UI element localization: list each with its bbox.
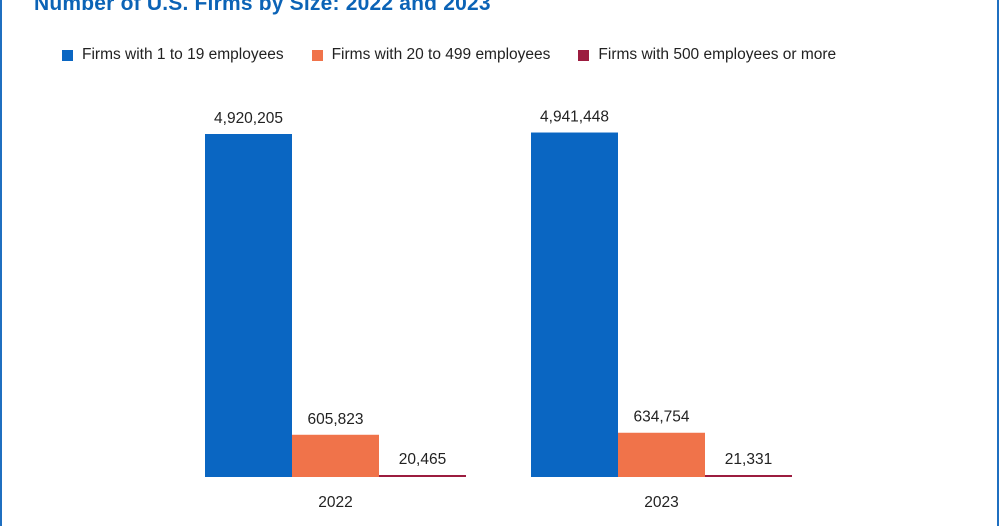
- legend-swatch-small-firms: [62, 49, 73, 61]
- legend-item-medium-firms: Firms with 20 to 499 employees: [311, 46, 551, 64]
- chart-title: Number of U.S. Firms by Size: 2022 and 2…: [34, 0, 491, 15]
- legend-label-small-firms: Firms with 1 to 19 employees: [82, 46, 284, 63]
- legend: Firms with 1 to 19 employees Firms with …: [62, 46, 836, 64]
- bar-medium-firms-2022: [292, 434, 379, 477]
- data-label-small-firms-2023: 4,941,448: [540, 109, 609, 126]
- x-tick-label-2022: 2022: [318, 494, 352, 511]
- x-tick-label-2023: 2023: [644, 494, 678, 511]
- bar-large-firms-2022: [379, 475, 466, 477]
- bar-large-firms-2023: [705, 475, 792, 477]
- legend-item-small-firms: Firms with 1 to 19 employees: [62, 46, 284, 64]
- bar-small-firms-2023: [531, 132, 618, 477]
- data-label-large-firms-2023: 21,331: [725, 451, 772, 468]
- legend-swatch-large-firms: [578, 49, 590, 61]
- legend-label-large-firms: Firms with 500 employees or more: [598, 46, 837, 63]
- legend-label-medium-firms: Firms with 20 to 499 employees: [331, 46, 551, 63]
- bar-small-firms-2022: [205, 134, 292, 477]
- data-label-large-firms-2022: 20,465: [399, 451, 446, 468]
- data-label-medium-firms-2022: 605,823: [307, 411, 363, 428]
- data-label-small-firms-2022: 4,920,205: [214, 110, 283, 127]
- legend-swatch-medium-firms: [311, 49, 323, 61]
- bar-medium-firms-2023: [618, 432, 705, 477]
- legend-item-large-firms: Firms with 500 employees or more: [578, 46, 836, 64]
- data-label-medium-firms-2023: 634,754: [633, 409, 689, 426]
